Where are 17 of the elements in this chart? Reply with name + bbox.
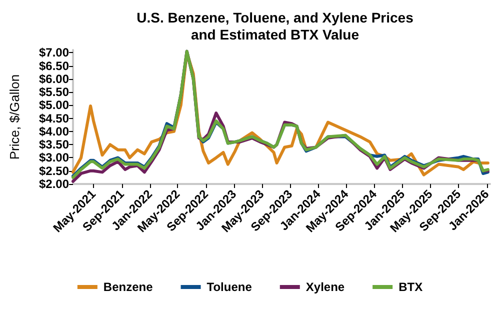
- legend-label: Xylene: [306, 280, 345, 294]
- legend-label: Toluene: [206, 280, 252, 294]
- chart-title: U.S. Benzene, Toluene, and Xylene Prices and Estimated BTX Value: [136, 10, 414, 42]
- y-tick-label: $3.00: [38, 150, 70, 165]
- y-tick-label: $6.00: [38, 72, 70, 86]
- y-tick-label: $3.50: [38, 138, 70, 152]
- y-tick-label: $6.50: [38, 58, 70, 73]
- y-tick-label: $2.50: [38, 164, 70, 178]
- y-tick-label: $5.50: [38, 85, 70, 100]
- y-axis-title: Price, $/Gallon: [7, 74, 22, 160]
- y-tick-label: $2.00: [38, 177, 70, 191]
- y-tick-label: $7.00: [38, 46, 70, 60]
- legend-label: Benzene: [103, 280, 154, 294]
- y-tick-label: $5.00: [38, 98, 70, 112]
- y-tick-label: $4.50: [38, 111, 70, 126]
- legend-label: BTX: [398, 280, 423, 294]
- y-tick-label: $4.00: [38, 124, 70, 138]
